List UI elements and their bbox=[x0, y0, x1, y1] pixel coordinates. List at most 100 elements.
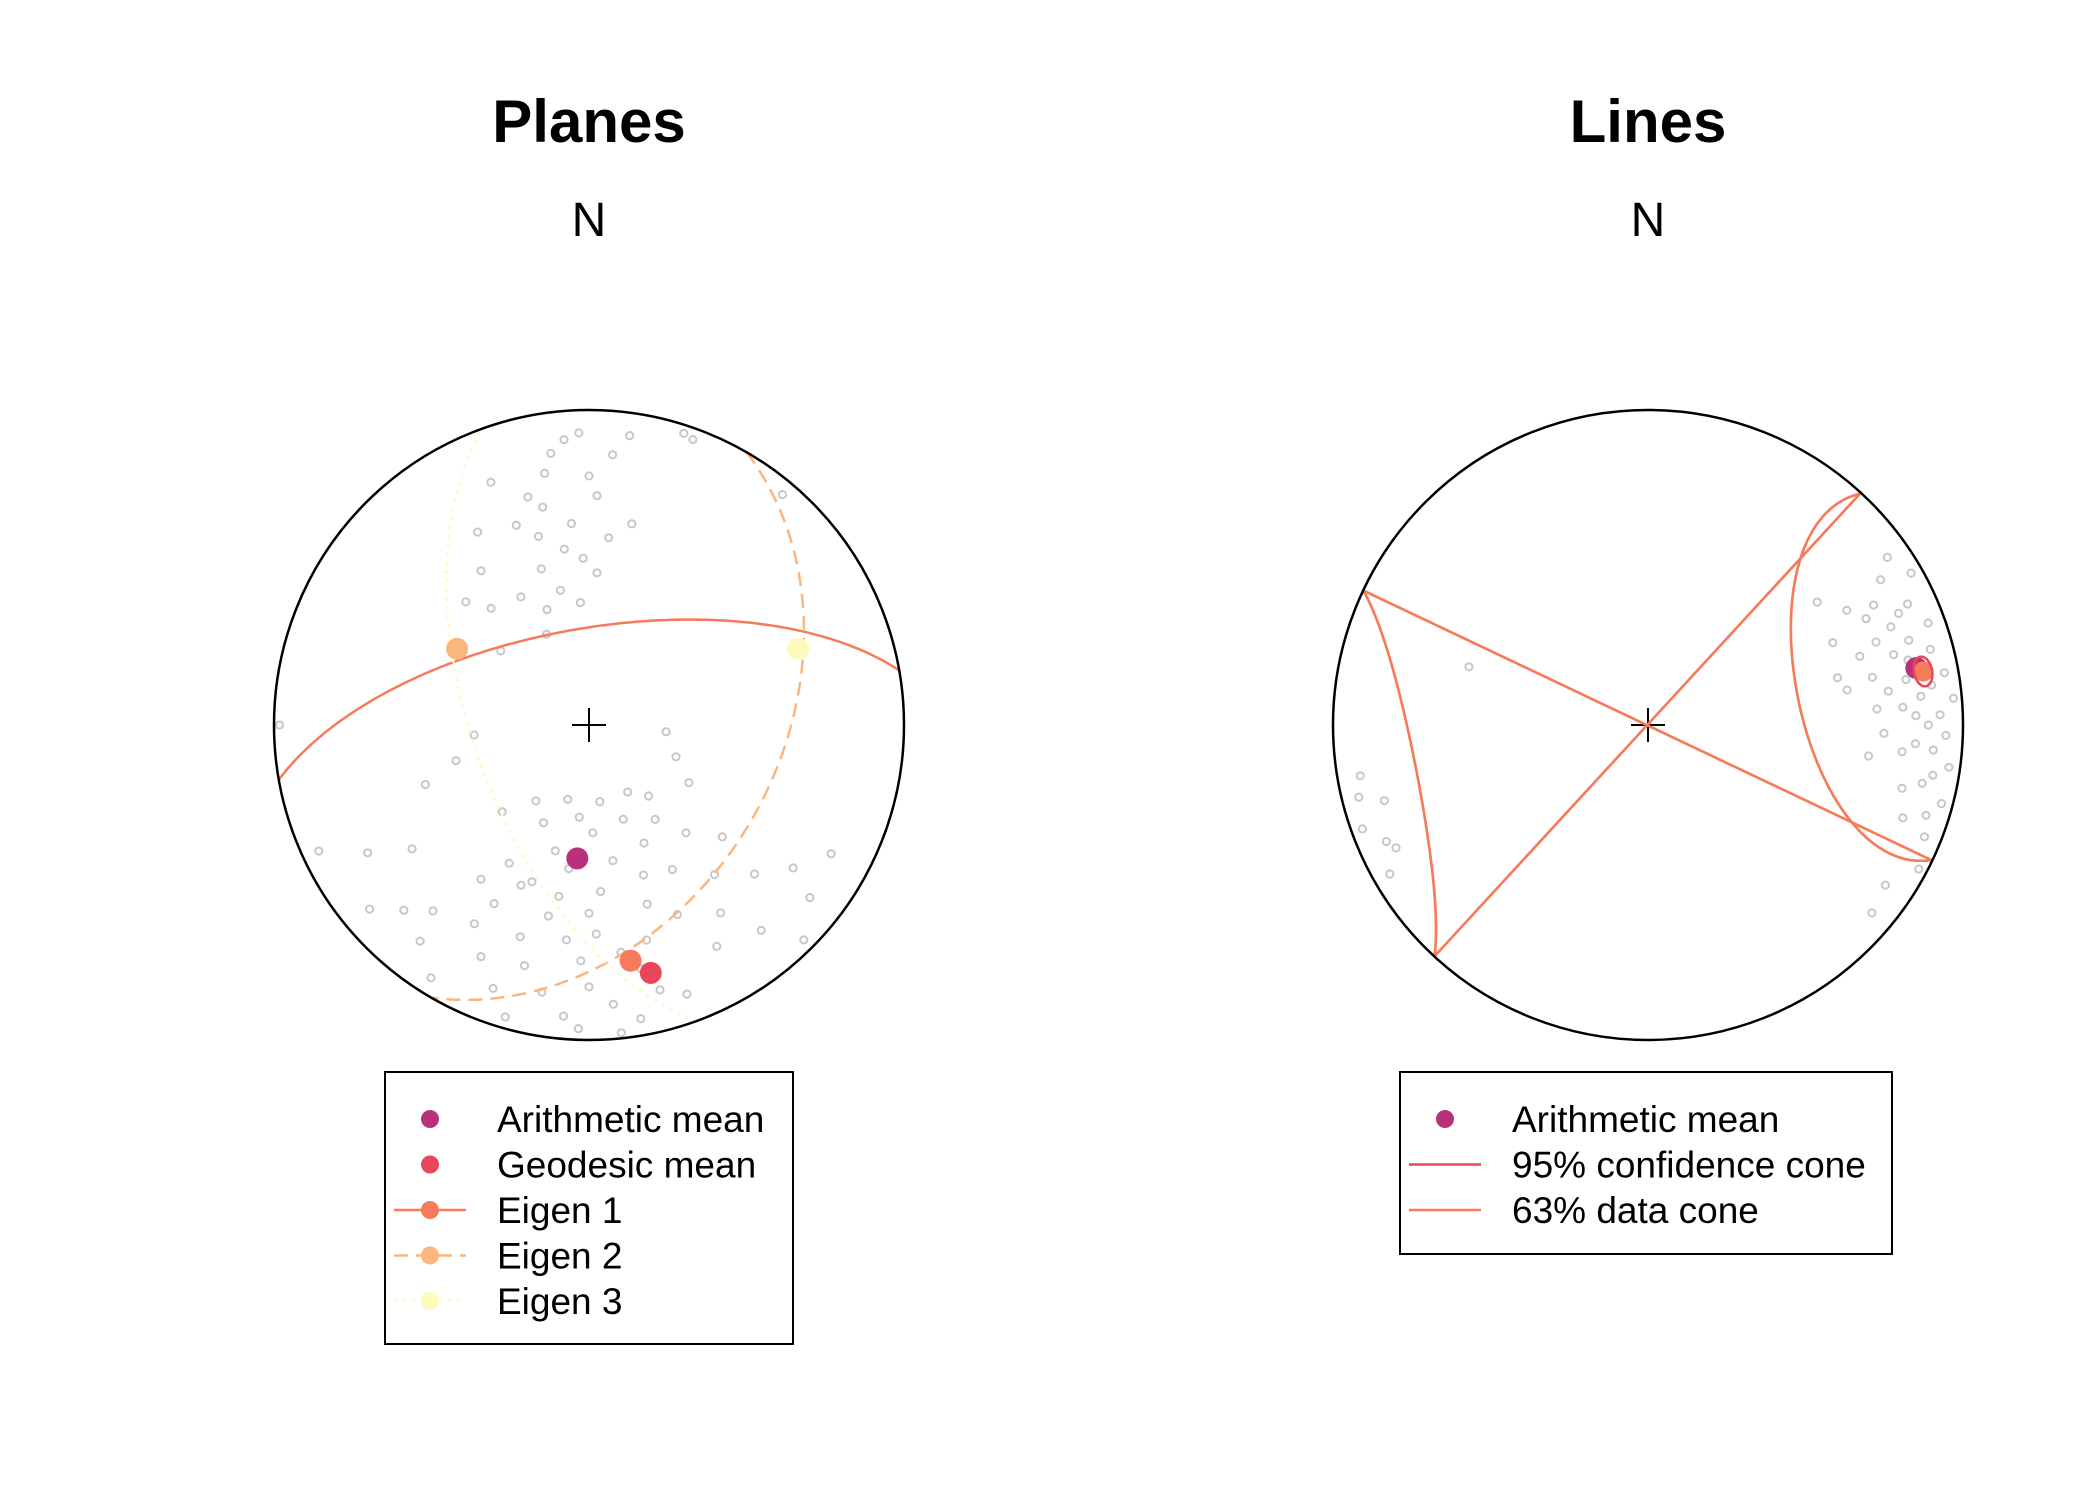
line-point bbox=[1886, 622, 1896, 632]
pole-point bbox=[682, 989, 692, 999]
legend-marker-0 bbox=[1436, 1110, 1454, 1128]
line-point bbox=[1861, 614, 1871, 624]
line-point bbox=[1379, 796, 1390, 806]
line-point bbox=[1897, 783, 1907, 793]
line-point bbox=[1391, 843, 1401, 853]
line-point bbox=[1939, 668, 1950, 678]
pole-point bbox=[536, 564, 546, 574]
pole-point bbox=[540, 468, 550, 478]
confidence-cone-95 bbox=[1912, 655, 1934, 688]
line-point bbox=[1883, 686, 1893, 696]
pole-point bbox=[805, 893, 815, 903]
pole-point bbox=[826, 849, 836, 859]
mean-lineation-point bbox=[1913, 661, 1934, 682]
arithmetic-mean-point bbox=[566, 847, 589, 870]
pole-point bbox=[542, 605, 552, 615]
lines-panel: Lines N Arithmetic mean 95% confidence co… bbox=[1331, 88, 1965, 1255]
pole-point bbox=[576, 956, 586, 966]
line-point bbox=[1921, 810, 1931, 820]
pole-point bbox=[451, 756, 461, 766]
pole-point bbox=[618, 814, 628, 824]
pole-point bbox=[588, 828, 598, 838]
eigen-3-point bbox=[787, 637, 810, 660]
pole-point bbox=[511, 520, 521, 530]
legend-box bbox=[384, 1071, 794, 1345]
eigen-3-great-circle bbox=[445, 428, 698, 1023]
pole-point bbox=[461, 597, 471, 607]
primitive-circle bbox=[272, 408, 906, 1042]
pole-point bbox=[519, 961, 530, 971]
line-point bbox=[1923, 720, 1933, 730]
pole-point bbox=[504, 858, 514, 868]
pole-point bbox=[538, 818, 549, 828]
pole-point bbox=[584, 471, 594, 481]
line-point bbox=[1928, 770, 1938, 780]
pole-point bbox=[574, 428, 584, 438]
pole-point bbox=[573, 1024, 584, 1034]
line-point bbox=[1842, 605, 1852, 615]
legend-label-2: 63% data cone bbox=[1512, 1190, 1759, 1231]
pole-point bbox=[777, 489, 788, 500]
pole-point bbox=[574, 812, 584, 822]
line-point bbox=[1917, 778, 1927, 788]
pole-point bbox=[616, 1028, 626, 1038]
stereonet-plot-area bbox=[1354, 491, 1959, 960]
line-point bbox=[1916, 691, 1926, 701]
pole-point bbox=[426, 973, 436, 983]
legend-marker-1 bbox=[421, 1155, 439, 1174]
pole-point bbox=[527, 877, 537, 887]
line-point bbox=[1842, 685, 1852, 695]
pole-point bbox=[595, 797, 605, 807]
legend-label-4: Eigen 3 bbox=[497, 1281, 623, 1322]
pole-point bbox=[476, 566, 486, 576]
pole-point bbox=[584, 982, 594, 992]
stereonet-plot-area bbox=[274, 428, 900, 1038]
pole-point bbox=[716, 908, 726, 918]
pole-point bbox=[639, 870, 649, 880]
pole-point bbox=[596, 886, 606, 897]
legend-label-3: Eigen 2 bbox=[497, 1236, 623, 1277]
line-point bbox=[1898, 813, 1908, 823]
line-point bbox=[1812, 597, 1822, 607]
legend-box bbox=[1399, 1071, 1893, 1255]
line-point bbox=[1898, 702, 1908, 712]
line-point bbox=[1876, 575, 1886, 585]
legend-label-1: 95% confidence cone bbox=[1512, 1145, 1866, 1186]
line-point bbox=[1919, 832, 1930, 842]
pole-point bbox=[625, 431, 635, 441]
line-point bbox=[1381, 836, 1392, 847]
eigen-2-point bbox=[446, 637, 469, 660]
pole-point bbox=[559, 544, 569, 554]
pole-point bbox=[489, 899, 499, 909]
line-point bbox=[1904, 635, 1914, 645]
line-point bbox=[1889, 650, 1899, 660]
pole-point bbox=[500, 1012, 510, 1022]
line-point bbox=[1948, 693, 1959, 703]
pole-point bbox=[469, 730, 479, 740]
pole-point bbox=[679, 428, 689, 438]
pole-point bbox=[538, 502, 548, 512]
pole-point bbox=[681, 828, 691, 838]
line-point bbox=[1935, 710, 1945, 720]
pole-point bbox=[473, 527, 483, 537]
pole-point bbox=[555, 585, 566, 595]
pole-point bbox=[531, 796, 541, 806]
line-point bbox=[1882, 552, 1893, 563]
pole-point bbox=[756, 925, 766, 936]
pole-point bbox=[671, 752, 681, 762]
pole-point bbox=[488, 983, 498, 994]
line-point bbox=[1385, 869, 1395, 879]
pole-point bbox=[575, 597, 586, 608]
line-point bbox=[1941, 730, 1951, 741]
pole-point bbox=[667, 864, 678, 875]
line-point bbox=[1925, 644, 1935, 655]
pole-point bbox=[543, 911, 554, 921]
eigen-1-point bbox=[619, 949, 642, 972]
line-point bbox=[1936, 799, 1947, 809]
pole-point bbox=[661, 727, 671, 737]
pole-point bbox=[365, 904, 375, 914]
